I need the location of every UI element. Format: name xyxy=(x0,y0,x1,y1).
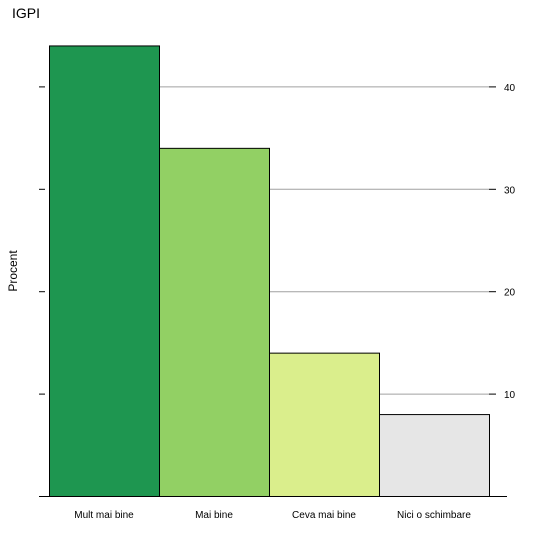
y-axis-label: Procent xyxy=(6,250,20,292)
x-tick-labels: Mult mai bine Mai bine Ceva mai bine Nici o… xyxy=(74,510,471,521)
bars xyxy=(49,45,490,498)
y-tick-label: 10 xyxy=(504,390,516,401)
x-tick-label: Nici o schimbare xyxy=(397,510,471,521)
bar xyxy=(159,147,270,497)
chart-title: IGPI xyxy=(12,5,40,21)
y-tick-label: 40 xyxy=(504,83,516,94)
bar xyxy=(49,45,160,497)
axes xyxy=(39,86,507,497)
bar xyxy=(379,414,490,497)
x-tick-label: Mult mai bine xyxy=(74,510,134,521)
y-tick-label: 20 xyxy=(504,288,516,299)
y-tick-label: 30 xyxy=(504,185,516,196)
x-tick-label: Mai bine xyxy=(195,510,233,521)
y-ticks: 10 20 30 40 xyxy=(504,83,516,401)
x-tick-label: Ceva mai bine xyxy=(292,510,356,521)
bar xyxy=(269,352,380,498)
